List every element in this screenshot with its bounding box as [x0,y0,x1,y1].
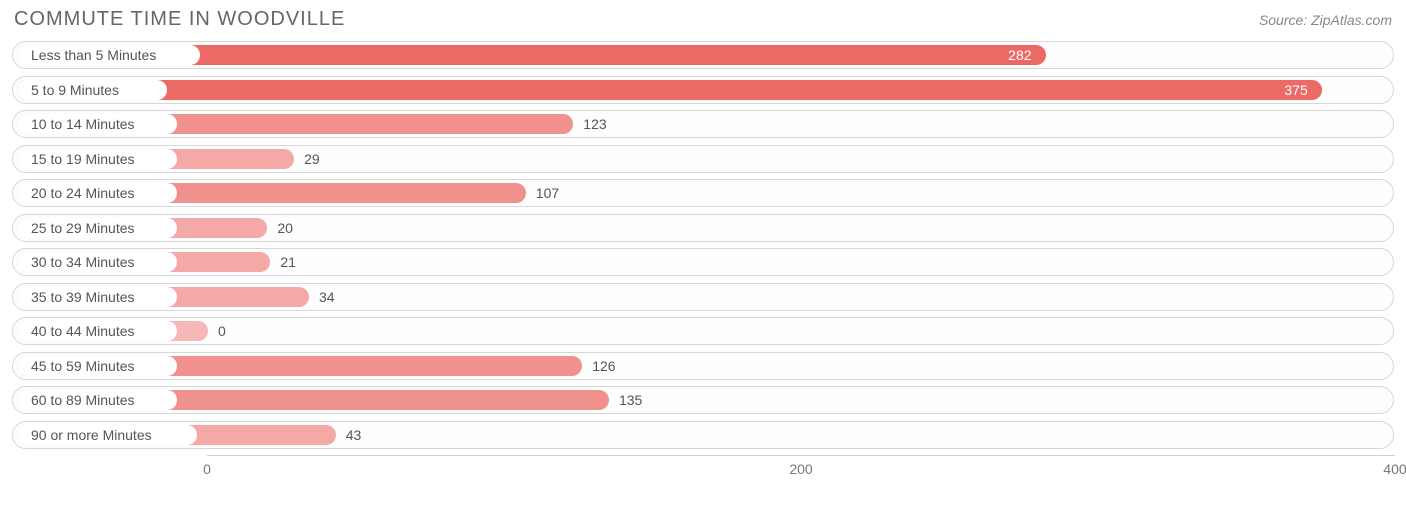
bar-track: Less than 5 Minutes282 [12,41,1394,69]
category-pill: 30 to 34 Minutes [17,252,177,272]
bar-track: 40 to 44 Minutes 0 [12,317,1394,345]
chart-area: Less than 5 Minutes282 5 to 9 Minutes375 1… [0,37,1406,483]
axis-tick: 400 [1383,461,1406,477]
axis-tick: 0 [203,461,211,477]
category-pill: 40 to 44 Minutes [17,321,177,341]
bar-track: 35 to 39 Minutes 34 [12,283,1394,311]
bar-track: 90 or more Minutes 43 [12,421,1394,449]
value-label: 375 [17,77,1322,103]
category-pill: 25 to 29 Minutes [17,218,177,238]
chart-header: COMMUTE TIME IN WOODVILLE Source: ZipAtl… [0,0,1406,37]
value-label: 123 [583,111,606,137]
category-pill: 45 to 59 Minutes [17,356,177,376]
x-axis: 0200400 [12,455,1394,483]
value-label: 21 [280,249,296,275]
value-label: 20 [277,215,293,241]
bar-track: 5 to 9 Minutes375 [12,76,1394,104]
bar-track: 30 to 34 Minutes 21 [12,248,1394,276]
value-label: 43 [346,422,362,448]
category-pill: 35 to 39 Minutes [17,287,177,307]
axis-tick: 200 [789,461,812,477]
value-label: 126 [592,353,615,379]
value-label: 135 [619,387,642,413]
bar-track: 60 to 89 Minutes 135 [12,386,1394,414]
bar-track: 20 to 24 Minutes 107 [12,179,1394,207]
bar-track: 10 to 14 Minutes 123 [12,110,1394,138]
category-pill: 15 to 19 Minutes [17,149,177,169]
category-pill: 60 to 89 Minutes [17,390,177,410]
value-label: 29 [304,146,320,172]
chart-source: Source: ZipAtlas.com [1259,12,1392,28]
category-pill: 20 to 24 Minutes [17,183,177,203]
value-label: 34 [319,284,335,310]
category-pill: 10 to 14 Minutes [17,114,177,134]
chart-title: COMMUTE TIME IN WOODVILLE [14,8,345,31]
bar-track: 15 to 19 Minutes 29 [12,145,1394,173]
bar-track: 25 to 29 Minutes 20 [12,214,1394,242]
bar-track: 45 to 59 Minutes 126 [12,352,1394,380]
value-label: 0 [218,318,226,344]
value-label: 107 [536,180,559,206]
value-label: 282 [17,42,1046,68]
category-pill: 90 or more Minutes [17,425,197,445]
